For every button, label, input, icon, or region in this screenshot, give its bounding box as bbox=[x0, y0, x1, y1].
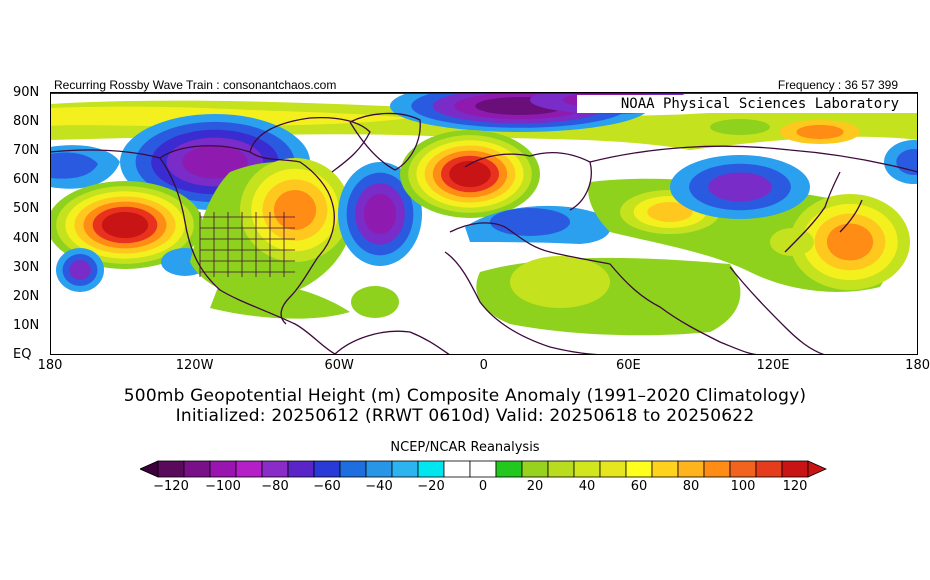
state-borders bbox=[199, 212, 295, 277]
coastline bbox=[589, 145, 918, 173]
coastline bbox=[159, 145, 335, 325]
latitude-label: 10N bbox=[13, 317, 40, 333]
colorbar-under-arrow bbox=[140, 460, 159, 478]
latitude-label: 90N bbox=[13, 85, 40, 100]
colorbar-tick-label: 120 bbox=[782, 479, 808, 494]
colorbar-swatch bbox=[209, 460, 237, 478]
colorbar-swatch bbox=[625, 460, 653, 478]
coastline bbox=[449, 222, 661, 308]
colorbar-swatch bbox=[755, 460, 783, 478]
longitude-label: 120E bbox=[756, 358, 790, 373]
colorbar-tick-label: 60 bbox=[630, 479, 648, 494]
east-us-high bbox=[240, 158, 350, 262]
sahara-yellow bbox=[510, 256, 610, 308]
coastline bbox=[729, 266, 826, 355]
map-title: 500mb Geopotential Height (m) Composite … bbox=[123, 386, 807, 406]
coastline bbox=[464, 151, 592, 211]
latitude-label: 70N bbox=[13, 143, 40, 159]
noaa-badge: NOAA Physical Sciences Laboratory bbox=[577, 95, 917, 113]
pacific-high bbox=[50, 181, 203, 269]
longitude-label: 0 bbox=[479, 358, 488, 373]
europe-low-core bbox=[490, 208, 570, 236]
coastline bbox=[839, 199, 863, 233]
anomaly-map bbox=[50, 92, 918, 355]
coastline bbox=[659, 306, 763, 355]
gulf-green bbox=[210, 281, 350, 319]
coastline bbox=[784, 171, 841, 253]
colorbar-tick-label: −120 bbox=[153, 479, 189, 494]
colorbar-swatch bbox=[417, 460, 445, 478]
longitude-label: 180 bbox=[905, 358, 930, 373]
colorbar-tick-label: −80 bbox=[261, 479, 289, 494]
longitude-label: 120W bbox=[175, 358, 214, 373]
coastline bbox=[249, 116, 371, 173]
latitude-label: 20N bbox=[13, 288, 40, 304]
latitude-label: 40N bbox=[13, 230, 40, 246]
colorbar-tick-label: −100 bbox=[205, 479, 241, 494]
colorbar-tick-label: 40 bbox=[578, 479, 596, 494]
longitude-label: 180 bbox=[37, 358, 63, 373]
colorbar-swatch bbox=[729, 460, 757, 478]
aleutian-low-core bbox=[50, 152, 98, 179]
latitude-label: 30N bbox=[13, 259, 40, 275]
colorbar-swatch bbox=[547, 460, 575, 478]
longitude-label: 60W bbox=[324, 358, 354, 373]
colorbar-swatch bbox=[287, 460, 315, 478]
credit-label: Recurring Rossby Wave Train : consonantc… bbox=[54, 78, 337, 92]
hawaii-low bbox=[56, 248, 104, 292]
colorbar-tick-label: 100 bbox=[730, 479, 756, 494]
latitude-label: EQ bbox=[13, 346, 32, 362]
data-source-label: NCEP/NCAR Reanalysis bbox=[390, 440, 540, 455]
map-subtitle: Initialized: 20250612 (RRWT 0610d) Valid… bbox=[175, 406, 755, 426]
latitude-label: 60N bbox=[13, 172, 40, 188]
frequency-label: Frequency : 36 57 399 bbox=[777, 78, 898, 92]
colorbar-swatch bbox=[677, 460, 705, 478]
latitude-label: 50N bbox=[13, 201, 40, 217]
colorbar-swatch bbox=[495, 460, 523, 478]
coastline bbox=[444, 251, 611, 355]
colorbar-swatch bbox=[599, 460, 627, 478]
coastline bbox=[334, 330, 451, 355]
colorbar-swatch bbox=[339, 460, 367, 478]
siberia-low bbox=[670, 155, 810, 219]
colorbar-swatch bbox=[391, 460, 419, 478]
colorbar-swatch bbox=[469, 460, 497, 478]
colorbar-swatch bbox=[521, 460, 549, 478]
colorbar-swatch bbox=[261, 460, 289, 478]
colorbar-swatch bbox=[157, 460, 185, 478]
africa-green bbox=[476, 257, 741, 336]
colorbar-swatch bbox=[703, 460, 731, 478]
colorbar-swatch bbox=[235, 460, 263, 478]
colorbar-tick-label: 0 bbox=[478, 479, 488, 494]
colorbar-swatch bbox=[781, 460, 809, 478]
colorbar-swatch bbox=[183, 460, 211, 478]
arctic-green-spot bbox=[710, 119, 770, 135]
east-arctic-high bbox=[780, 120, 860, 144]
colorbar-swatch bbox=[443, 460, 471, 478]
colorbar-tick-label: −20 bbox=[417, 479, 445, 494]
colorbar-over-arrow bbox=[807, 460, 827, 478]
colorbar-swatch bbox=[651, 460, 679, 478]
coastline bbox=[349, 112, 421, 171]
north-atlantic-high bbox=[400, 130, 540, 218]
latitude-label: 80N bbox=[13, 114, 40, 130]
colorbar-tick-label: 80 bbox=[682, 479, 700, 494]
atlantic-low bbox=[338, 162, 422, 266]
colorbar-swatch bbox=[313, 460, 341, 478]
china-yellow bbox=[770, 228, 814, 256]
colorbar-swatch bbox=[365, 460, 393, 478]
colorbar bbox=[140, 460, 827, 478]
japan-high bbox=[790, 194, 910, 290]
map-frame bbox=[50, 92, 918, 355]
colorbar-swatch bbox=[573, 460, 601, 478]
colorbar-tick-label: 20 bbox=[526, 479, 544, 494]
longitude-label: 60E bbox=[616, 358, 641, 373]
colorbar-tick-label: −40 bbox=[365, 479, 393, 494]
coastlines bbox=[50, 112, 918, 355]
atlantic-green bbox=[351, 286, 399, 318]
colorbar-tick-label: −60 bbox=[313, 479, 341, 494]
noaa-badge-label: NOAA Physical Sciences Laboratory bbox=[620, 96, 899, 112]
coastline bbox=[50, 149, 336, 355]
